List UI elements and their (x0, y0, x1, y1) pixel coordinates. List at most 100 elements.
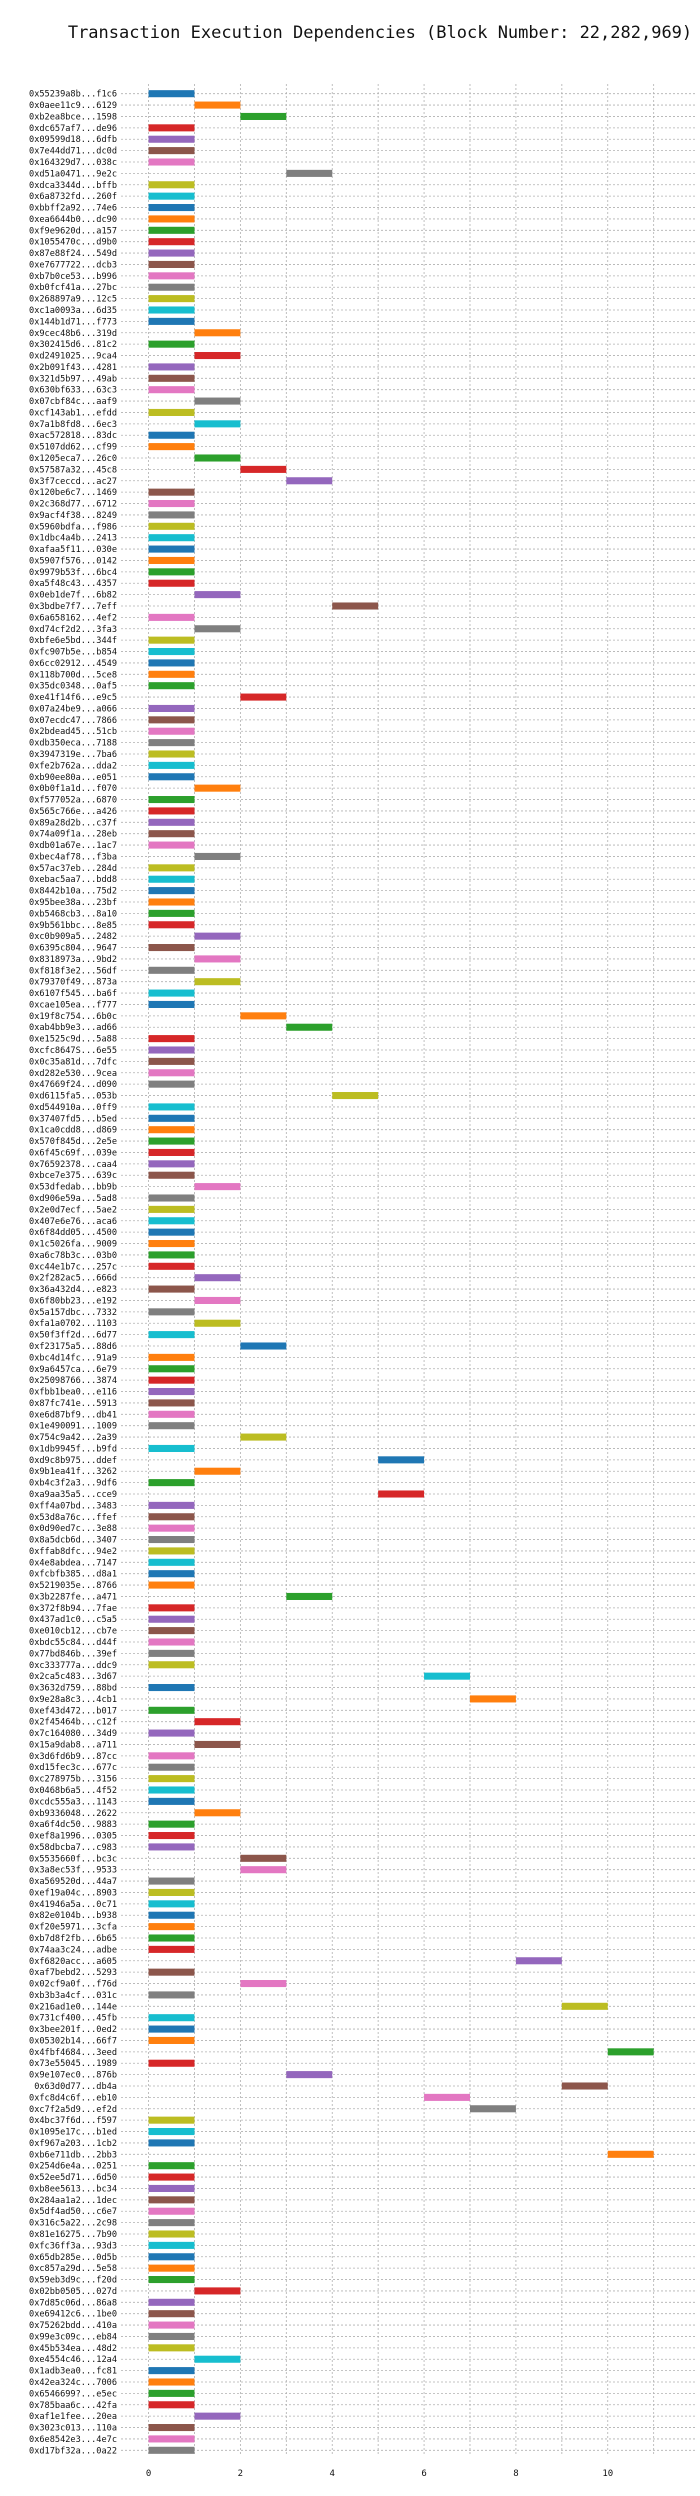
transaction-bar (148, 1923, 195, 1931)
transaction-label: 0xe1525c9d...5a88 (29, 1035, 117, 1045)
transaction-label: 0x53d8a76c...ffef (29, 1513, 117, 1523)
transaction-bar (194, 1740, 241, 1748)
transaction-label: 0xd6115fa5...053b (29, 1092, 117, 1102)
transaction-bar (148, 386, 195, 394)
transaction-label: 0x2f45464b...c12f (29, 1718, 117, 1728)
transaction-label: 0x9e28a8c3...4cb1 (29, 1695, 117, 1705)
transaction-bar (194, 784, 241, 792)
grid-lines (121, 84, 695, 2456)
transaction-label: 0x5107dd62...cf99 (29, 443, 117, 453)
transaction-bar (148, 1444, 195, 1452)
transaction-bar (148, 249, 195, 257)
transaction-bar (148, 363, 195, 371)
transaction-label: 0xb90ee80a...e051 (29, 773, 117, 783)
transaction-bar (194, 2412, 241, 2420)
transaction-bar (240, 693, 287, 701)
transaction-label: 0x144b1d71...f773 (29, 317, 117, 327)
transaction-bar (148, 124, 195, 132)
transaction-bar (148, 1558, 195, 1566)
transaction-bar (148, 636, 195, 644)
transaction-label: 0x2c368d77...6712 (29, 500, 117, 510)
transaction-bar (194, 1319, 241, 1327)
x-tick-label: 2 (238, 2469, 243, 2479)
transaction-bar (148, 556, 195, 564)
transaction-label: 0x0468b6a5...4f52 (29, 1786, 117, 1796)
transaction-bar (148, 1752, 195, 1760)
transaction-bar (148, 2173, 195, 2181)
transaction-label: 0x0eb1de7f...6b82 (29, 591, 117, 601)
transaction-label: 0xd17bf32a...0a22 (29, 2446, 117, 2456)
transaction-label: 0x07a24be9...a066 (29, 704, 117, 714)
transaction-label: 0x9b561bbc...8e85 (29, 921, 117, 931)
transaction-label: 0x120be6c7...1469 (29, 488, 117, 498)
transaction-bar (148, 2344, 195, 2352)
transaction-bar (148, 1968, 195, 1976)
transaction-label: 0x77bd846b...39ef (29, 1649, 117, 1659)
transaction-label: 0xd282e530...9cea (29, 1069, 117, 1079)
transaction-label: 0xb3b3a4cf...031c (29, 1991, 117, 2001)
transaction-bar (148, 864, 195, 872)
transaction-bar (148, 1570, 195, 1578)
transaction-bar (148, 1991, 195, 1999)
transaction-label: 0x7d85c06d...86a8 (29, 2298, 117, 2308)
transaction-label: 0xebac5aa7...bdd8 (29, 875, 117, 885)
transaction-label: 0xd15fec3c...677c (29, 1763, 117, 1773)
transaction-bar (148, 2196, 195, 2204)
transaction-bar (148, 898, 195, 906)
transaction-label: 0x82e0104b...b938 (29, 1911, 117, 1921)
transaction-label: 0x216ad1e0...144e (29, 2002, 117, 2012)
transaction-bar (148, 2025, 195, 2033)
transaction-bar (148, 887, 195, 895)
transaction-label: 0xcfc8647S...6e55 (29, 1046, 117, 1056)
transaction-label: 0x1db9945f...b9fd (29, 1444, 117, 1454)
transaction-bar (194, 1467, 241, 1475)
transaction-bar (148, 534, 195, 542)
transaction-bar (148, 2219, 195, 2227)
transaction-bar (148, 716, 195, 724)
transaction-label: 0x8318973a...9bd2 (29, 955, 117, 965)
transaction-bar (148, 1900, 195, 1908)
transaction-bar (148, 90, 195, 98)
transaction-bar (240, 1980, 287, 1988)
transaction-label: 0xa5f48c43...4357 (29, 579, 117, 589)
transaction-bar (148, 1000, 195, 1008)
transaction-label: 0x35dc0348...0af5 (29, 682, 117, 692)
transaction-label: 0xc44e1b7c...257c (29, 1262, 117, 1272)
transaction-bar (148, 1513, 195, 1521)
transaction-bar (148, 1661, 195, 1669)
y-tick-labels: 0x55239a8b...f1c60x0aee11c9...61290xb2ea… (29, 90, 117, 2457)
transaction-label: 0xfe2b762a...dda2 (29, 761, 117, 771)
transaction-label: 0xaf7bebd2...5293 (29, 1968, 117, 1978)
transaction-label: 0x6395c804...9647 (29, 944, 117, 954)
transaction-bar (148, 317, 195, 325)
transaction-label: 0xe4554c46...12a4 (29, 2355, 117, 2365)
transaction-label: 0xc857a29d...5e58 (29, 2264, 117, 2274)
transaction-bar (148, 613, 195, 621)
transaction-label: 0x73e55045...1989 (29, 2059, 117, 2069)
transaction-label: 0xea6644b0...dc90 (29, 215, 117, 225)
transaction-label: 0x1205eca7...26c0 (29, 454, 117, 464)
transaction-label: 0xaf1e1fee...20ea (29, 2412, 117, 2422)
transaction-label: 0xb7b0ce53...b996 (29, 272, 117, 282)
transaction-bar (148, 1114, 195, 1122)
transaction-bar (148, 192, 195, 200)
transaction-bar (148, 2207, 195, 2215)
transaction-label: 0x8442b10a...75d2 (29, 887, 117, 897)
transaction-label: 0xff4a07bd...3483 (29, 1501, 117, 1511)
transaction-bar (148, 1501, 195, 1509)
transaction-bar (148, 1832, 195, 1840)
transaction-bar (148, 1797, 195, 1805)
transaction-bar (148, 1604, 195, 1612)
transaction-label: 0x1095e17c...b1ed (29, 2128, 117, 2138)
transaction-bar (148, 659, 195, 667)
transaction-bar (148, 989, 195, 997)
transaction-label: 0x55239a8b...f1c6 (29, 90, 117, 100)
transaction-label: 0xb6e711db...2bb3 (29, 2150, 117, 2160)
transaction-bar (148, 1035, 195, 1043)
transaction-label: 0xb7d8f2fb...6b65 (29, 1934, 117, 1944)
transaction-label: 0xc278975b...3156 (29, 1775, 117, 1785)
transaction-label: 0x02bb0505...027d (29, 2287, 117, 2297)
transaction-bar (148, 568, 195, 576)
transaction-label: 0xbdc55c84...d44f (29, 1638, 117, 1648)
